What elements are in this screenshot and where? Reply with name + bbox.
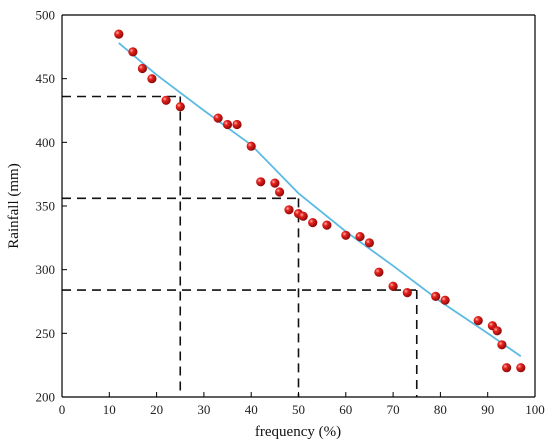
data-point xyxy=(497,340,507,350)
data-point xyxy=(213,113,223,123)
data-point xyxy=(175,102,185,112)
x-tick-label: 60 xyxy=(339,402,352,417)
data-point xyxy=(298,211,308,221)
data-point xyxy=(374,267,384,277)
data-point xyxy=(355,232,365,242)
data-point xyxy=(473,316,483,326)
data-point xyxy=(161,95,171,105)
data-point xyxy=(516,363,526,373)
x-tick-label: 30 xyxy=(197,402,210,417)
data-point xyxy=(364,238,374,248)
x-tick-label: 70 xyxy=(387,402,400,417)
y-tick-label: 500 xyxy=(36,8,56,23)
reference-lines xyxy=(62,95,418,397)
data-point xyxy=(492,326,502,336)
data-point xyxy=(270,178,280,188)
axes xyxy=(61,14,536,398)
data-point xyxy=(256,177,266,187)
y-tick-label: 250 xyxy=(36,326,56,341)
fit-line-layer xyxy=(118,42,522,358)
y-tick-label: 400 xyxy=(36,135,56,150)
x-tick-label: 0 xyxy=(59,402,66,417)
y-axis-title: Rainfall (mm) xyxy=(6,163,22,248)
data-point xyxy=(502,363,512,373)
y-tick-label: 200 xyxy=(36,390,56,405)
y-tick-label: 300 xyxy=(36,262,56,277)
data-point xyxy=(308,218,318,228)
data-point xyxy=(147,74,157,84)
y-tick-label: 350 xyxy=(36,199,56,214)
data-point xyxy=(246,141,256,151)
data-point xyxy=(431,291,441,301)
data-point xyxy=(275,187,285,197)
fit-line xyxy=(118,42,522,358)
data-point xyxy=(341,230,351,240)
x-tick-label: 20 xyxy=(150,402,163,417)
data-point xyxy=(222,119,233,130)
data-point xyxy=(322,220,332,230)
x-tick-label: 100 xyxy=(525,402,545,417)
x-tick-label: 40 xyxy=(245,402,258,417)
x-tick-label: 10 xyxy=(103,402,116,417)
data-point xyxy=(232,119,242,130)
tick-labels: 0 10 20 30 40 50 60 70 80 90 100 200 250 300 350 400 450… xyxy=(36,8,545,418)
y-tick-label: 450 xyxy=(36,71,56,86)
x-tick-label: 90 xyxy=(481,402,494,417)
data-point xyxy=(388,281,398,291)
scatter-points xyxy=(114,29,526,373)
data-point xyxy=(114,29,124,39)
x-tick-label: 50 xyxy=(292,402,305,417)
data-point xyxy=(128,47,138,57)
data-point xyxy=(284,205,294,215)
x-axis-title: frequency (%) xyxy=(255,424,341,440)
x-tick-label: 80 xyxy=(434,402,447,417)
data-point xyxy=(137,63,147,74)
data-point xyxy=(402,288,412,298)
data-point xyxy=(440,295,450,305)
